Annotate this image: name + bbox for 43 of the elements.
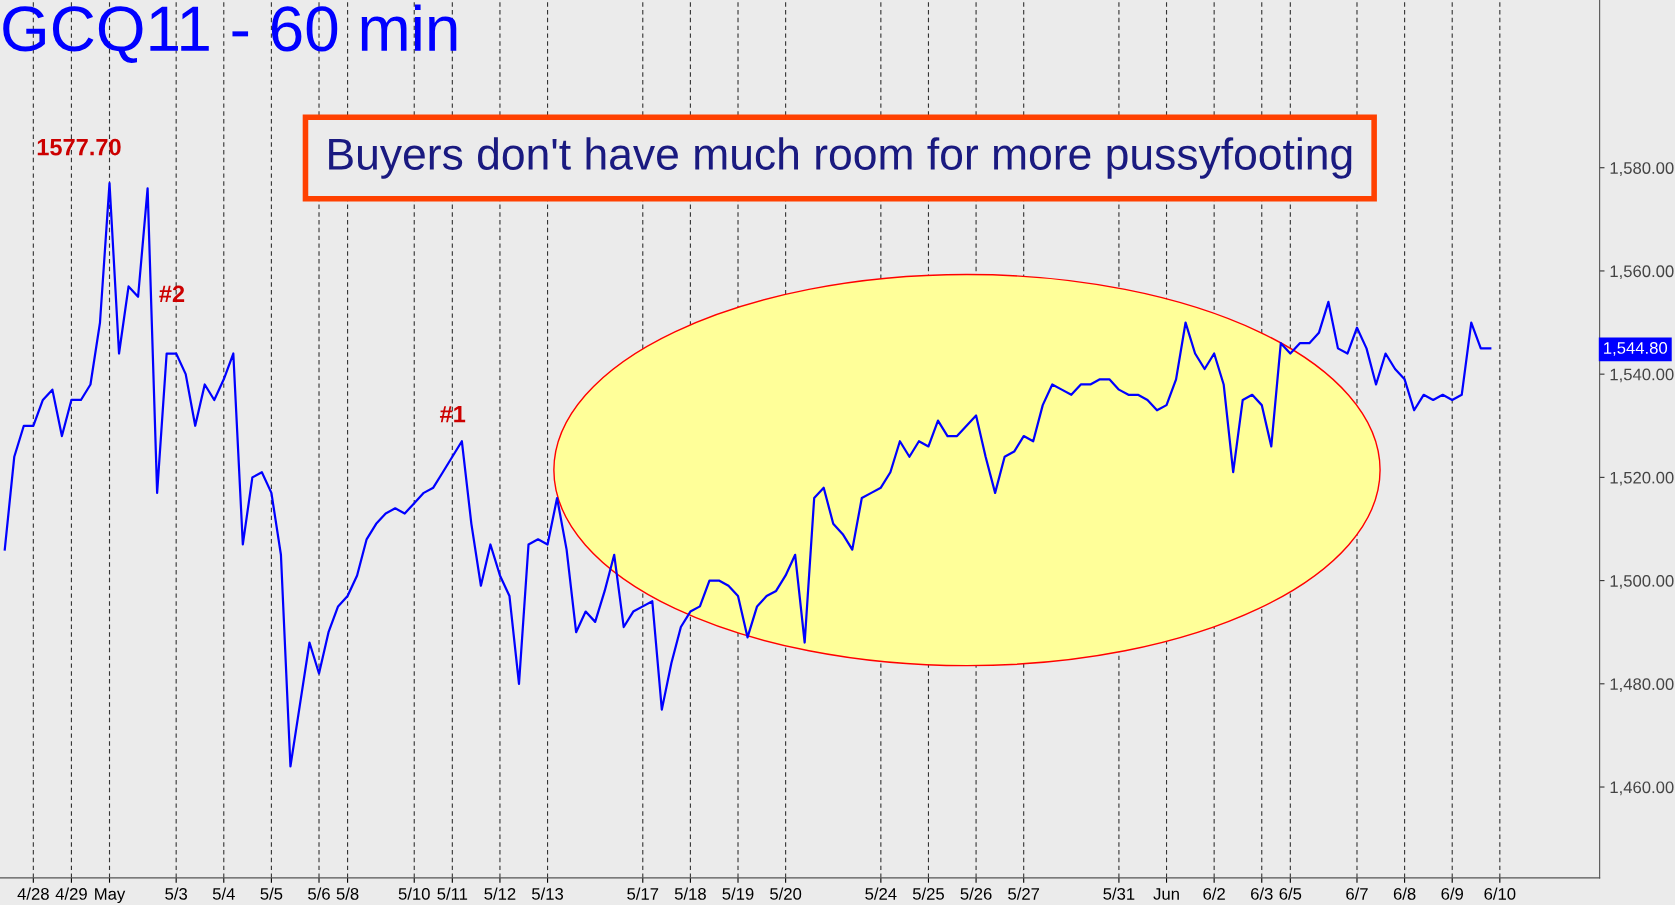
x-tick-label: 5/31 [1103,887,1135,900]
y-tick-label: 1,460.00 [1610,781,1674,796]
x-tick-label: 5/13 [532,887,564,900]
annotation: #1 [439,405,466,423]
x-tick-label: 6/2 [1203,887,1225,900]
x-tick-label: 5/26 [960,887,992,900]
y-tick-label: 1,580.00 [1610,162,1674,176]
x-tick-label: 6/7 [1346,887,1368,900]
x-tick-label: 6/5 [1279,887,1302,900]
x-tick-label: 5/20 [770,887,802,900]
x-tick-label: 5/3 [165,887,188,900]
x-tick-label: 5/17 [627,887,659,900]
x-tick-label: 5/27 [1008,887,1040,900]
x-tick-label: 5/18 [674,887,706,900]
annotation: #2 [159,285,185,302]
x-tick-label: 5/6 [308,887,330,900]
y-tick-label: 1,560.00 [1610,265,1674,280]
chart-title: GCQ11 - 60 min [3,4,457,63]
y-tick-label: 1,500.00 [1610,574,1674,589]
x-tick-label: 4/29 [55,887,87,900]
x-tick-label: 5/10 [398,887,430,900]
text: 1,544.80 [1604,342,1668,356]
y-tick-label: 1,540.00 [1610,368,1674,383]
x-tick-label: 5/19 [722,887,754,900]
x-tick-label: Jun [1153,888,1179,900]
annotation: 1577.70 [37,138,121,156]
x-tick-label: 5/24 [865,887,897,900]
x-tick-label: 5/12 [484,887,516,900]
x-tick-label: 5/25 [912,887,944,900]
x-tick-label: 5/4 [212,887,235,900]
x-tick-label: 4/28 [17,887,49,900]
y-tick-label: 1,520.00 [1610,471,1674,486]
x-tick-label: 5/5 [260,887,283,900]
x-tick-label: 5/11 [437,887,468,900]
x-tick-label: 6/3 [1251,887,1273,900]
x-tick-label: May [95,888,126,904]
y-tick-label: 1,480.00 [1610,678,1674,692]
annotation: Buyers don't have much room for more pussyfooting [329,137,1352,179]
x-tick-label: 6/8 [1393,887,1416,900]
x-tick-label: 5/8 [336,887,359,900]
x-tick-label: 6/9 [1441,887,1464,900]
x-tick-label: 6/10 [1484,887,1516,900]
line-series [3,182,1492,768]
